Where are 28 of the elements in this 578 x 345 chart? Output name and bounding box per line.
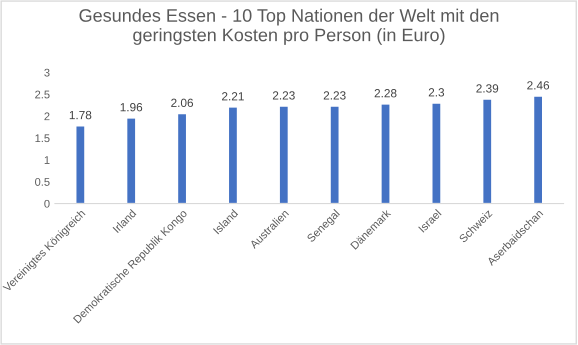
bar [126,117,136,204]
bar [380,103,391,204]
bar [431,102,442,204]
y-tick-label: 0 [44,200,50,208]
y-tick-label: 3 [44,68,50,77]
bar [532,95,544,204]
data-label: 2.21 [222,92,244,100]
y-tick-label: 2.5 [35,90,50,98]
data-label: 1.78 [70,110,92,120]
data-label: 2.39 [476,84,498,93]
chart-title: Gesundes Essen - 10 Top Nationen der Welt mit den geringsten Kosten pro Person (in Euro) [79,8,498,45]
data-label: 2.23 [324,91,346,100]
bar [228,106,238,204]
data-label: 1.96 [120,103,142,112]
bar [278,105,290,204]
bar [75,125,86,204]
bar [329,105,340,204]
y-tick-label: 1 [44,156,50,164]
y-tick-label: 0.5 [35,178,50,186]
data-label: 2.06 [171,98,194,108]
data-label: 2.46 [527,81,550,90]
data-label: 2.23 [272,91,295,100]
data-label: 2.3 [428,88,444,97]
bar [176,112,188,204]
data-label: 2.28 [374,89,396,98]
y-tick-label: 2 [44,112,50,120]
bar [482,98,493,204]
y-tick-label: 1.5 [35,134,50,142]
